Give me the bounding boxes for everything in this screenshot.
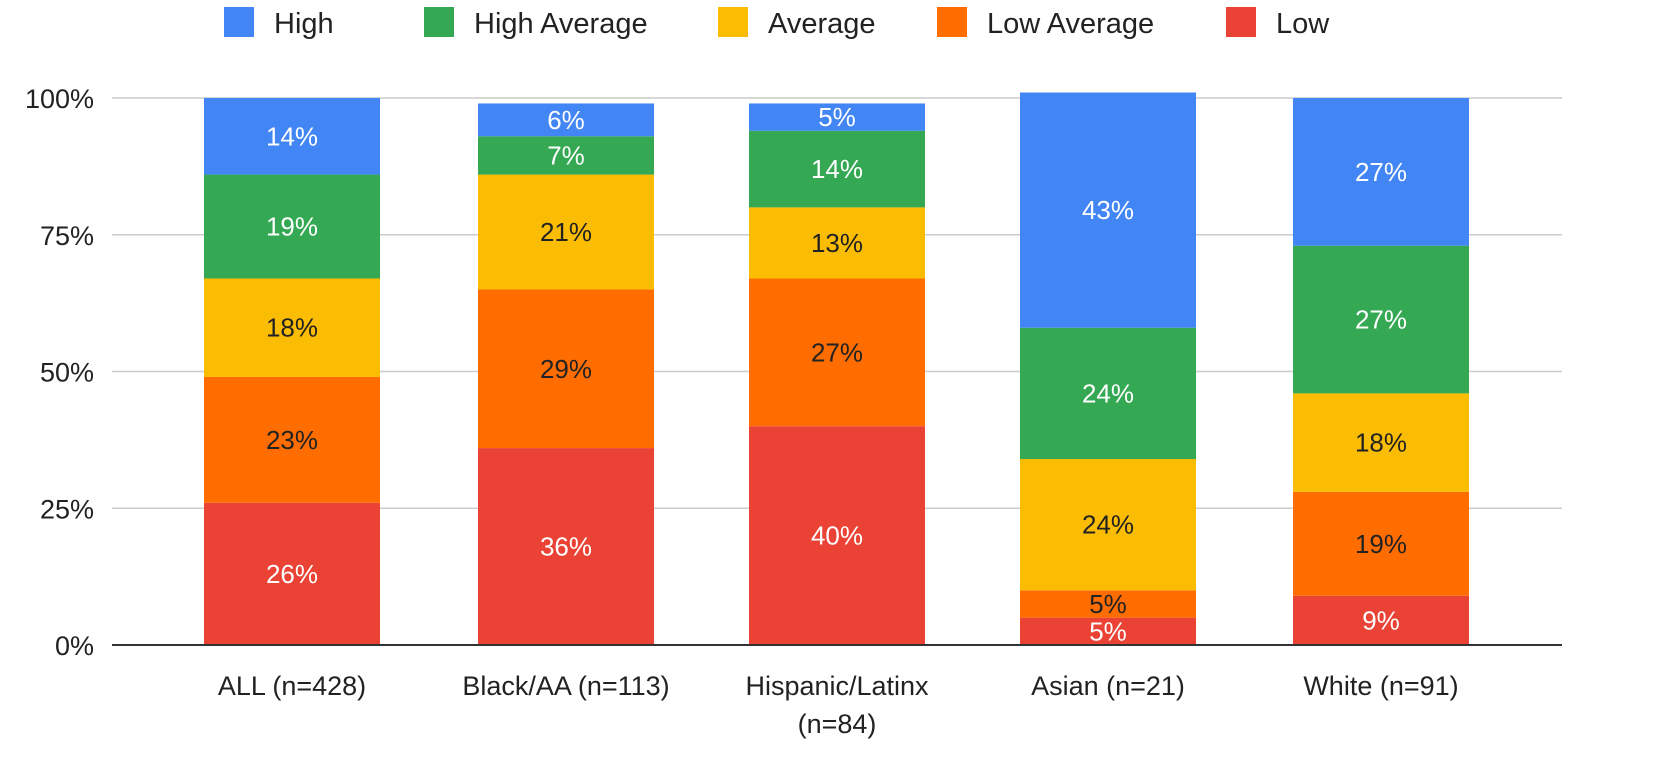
legend-label: High Average: [474, 8, 648, 40]
bar-segment-low: [204, 502, 380, 645]
bar-segment-high-average: [749, 130, 925, 208]
y-tick-label: 25%: [40, 494, 94, 524]
legend-swatch: [1226, 7, 1256, 37]
legend-item-average: Average: [718, 7, 876, 40]
bar-segment-high-average: [204, 174, 380, 279]
x-tick-label: Asian (n=21): [1031, 671, 1185, 701]
legend: High High Average Average Low Average Low: [224, 7, 1330, 40]
x-tick-label: Black/AA (n=113): [462, 671, 669, 701]
bar-group: 40% 27% 13% 14% 5%: [749, 102, 925, 645]
legend-label: Average: [768, 8, 876, 40]
legend-item-high: High: [224, 7, 334, 40]
y-axis: 0% 25% 50% 75% 100%: [25, 84, 94, 661]
bar-segment-high: [1293, 98, 1469, 246]
data-label: 5%: [818, 102, 856, 132]
legend-swatch: [718, 7, 748, 37]
data-label: 5%: [1089, 616, 1127, 646]
x-axis: ALL (n=428) Black/AA (n=113) Hispanic/Lati…: [112, 644, 1562, 739]
bar-segment-low: [1020, 617, 1196, 645]
legend-swatch: [937, 7, 967, 37]
data-label: 9%: [1362, 605, 1400, 635]
bar-segment-average: [1020, 459, 1196, 591]
bar-segment-high: [1020, 92, 1196, 328]
bar-segment-low-average: [1293, 491, 1469, 596]
data-label: 27%: [1355, 157, 1407, 187]
bar-segment-low: [1293, 595, 1469, 645]
x-tick-label: ALL (n=428): [218, 671, 366, 701]
x-tick-label: White (n=91): [1303, 671, 1458, 701]
legend-label: High: [274, 8, 334, 40]
bar-segment-low-average: [478, 289, 654, 449]
bar-segment-low-average: [204, 376, 380, 503]
bar-group: 9% 19% 18% 27% 27%: [1293, 98, 1469, 645]
bar-segment-high: [749, 103, 925, 131]
data-label: 43%: [1082, 195, 1134, 225]
bar-group: 26% 23% 18% 19% 14%: [204, 98, 380, 645]
bar-segment-average: [749, 207, 925, 279]
bar-segment-low-average: [749, 278, 925, 427]
bar-segment-average: [1293, 393, 1469, 492]
data-label: 5%: [1089, 589, 1127, 619]
data-label: 29%: [540, 354, 592, 384]
data-label: 27%: [1355, 305, 1407, 335]
legend-item-low: Low: [1226, 7, 1330, 40]
data-label: 19%: [266, 212, 318, 242]
data-label: 18%: [266, 313, 318, 343]
bar-segment-high-average: [1293, 245, 1469, 394]
legend-item-high-average: High Average: [424, 7, 648, 40]
data-label: 27%: [811, 337, 863, 367]
legend-swatch: [224, 7, 254, 37]
y-tick-label: 75%: [40, 221, 94, 251]
bar-segment-low: [478, 448, 654, 645]
legend-label: Low: [1276, 8, 1330, 40]
bar-segment-average: [204, 278, 380, 377]
data-label: 26%: [266, 559, 318, 589]
legend-label: Low Average: [987, 8, 1154, 40]
data-label: 19%: [1355, 529, 1407, 559]
y-tick-label: 100%: [25, 84, 94, 114]
y-tick-label: 0%: [55, 631, 94, 661]
bar-segment-high: [204, 98, 380, 175]
data-label: 24%: [1082, 378, 1134, 408]
data-label: 18%: [1355, 428, 1407, 458]
data-label: 13%: [811, 228, 863, 258]
bar-segment-high-average: [1020, 327, 1196, 460]
bar-segment-average: [478, 174, 654, 290]
bar-segment-low-average: [1020, 590, 1196, 618]
data-label: 24%: [1082, 510, 1134, 540]
bars: 26% 23% 18% 19% 14% 36% 29% 21% 7% 6% 40% 27% 13% 14%…: [204, 92, 1469, 646]
data-label: 21%: [540, 217, 592, 247]
data-label: 7%: [547, 140, 585, 170]
data-label: 23%: [266, 425, 318, 455]
data-label: 14%: [266, 121, 318, 151]
bar-group: 36% 29% 21% 7% 6%: [478, 103, 654, 645]
bar-group: 5%5% 24% 24% 43%: [1020, 92, 1196, 646]
bar-segment-high-average: [478, 136, 654, 175]
data-label: 36%: [540, 532, 592, 562]
x-tick-label: Hispanic/Latinx (n=84): [745, 671, 929, 739]
y-tick-label: 50%: [40, 358, 94, 388]
data-label: 14%: [811, 154, 863, 184]
bar-segment-low: [749, 426, 925, 645]
data-label: 6%: [547, 105, 585, 135]
legend-swatch: [424, 7, 454, 37]
data-label: 40%: [811, 521, 863, 551]
legend-item-low-average: Low Average: [937, 7, 1154, 40]
bar-segment-high: [478, 103, 654, 137]
